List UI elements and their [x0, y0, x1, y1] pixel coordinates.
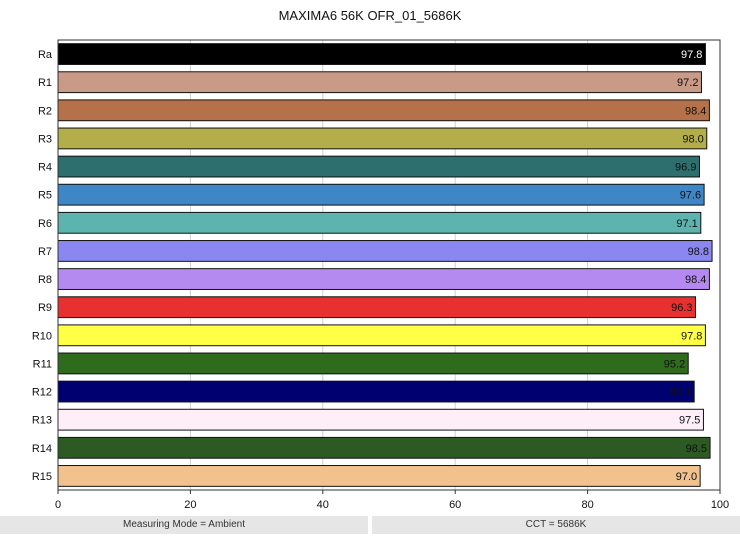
plot-frame [57, 39, 721, 491]
bar-r7 [57, 240, 713, 262]
category-label-r1: R1 [38, 77, 52, 89]
value-label-r13: 97.5 [679, 415, 700, 427]
category-label-r11: R11 [33, 358, 52, 370]
category-label-r12: R12 [32, 387, 52, 399]
value-label-r8: 98.4 [685, 274, 706, 286]
x-tick-label-5: 100 [711, 499, 729, 511]
category-label-r15: R15 [32, 471, 52, 483]
category-label-r8: R8 [38, 274, 52, 286]
label-layer: Ra 97.8 R1 97.2 R2 98.4 R3 98.0 R4 96.9 R5 97.6 R6 97… [32, 49, 709, 483]
category-label-r2: R2 [38, 105, 52, 117]
category-label-r3: R3 [38, 133, 52, 145]
value-label-r11: 95.2 [664, 358, 685, 370]
bar-r1 [57, 71, 702, 94]
bar-layer [57, 43, 713, 487]
bar-ra [57, 43, 706, 65]
x-tick-label-0: 0 [55, 499, 61, 511]
x-tick-label-2: 40 [317, 499, 329, 511]
cct-label: CCT = 5686K [372, 516, 740, 534]
value-label-r10: 97.8 [681, 330, 702, 342]
bar-r2 [57, 99, 710, 122]
value-label-r7: 98.8 [688, 246, 709, 258]
bar-r3 [57, 127, 708, 150]
value-label-r5: 97.6 [680, 190, 701, 202]
chart-title: MAXIMA6 56K OFR_01_5686K [278, 8, 462, 23]
value-label-r12: 96.1 [670, 387, 691, 399]
category-label-ra: Ra [38, 49, 53, 61]
value-label-r15: 97.0 [676, 471, 697, 483]
value-label-r6: 97.1 [676, 218, 697, 230]
bar-r14 [57, 436, 711, 459]
category-label-r9: R9 [38, 302, 52, 314]
bar-r9 [57, 296, 697, 319]
bar-r12 [57, 380, 695, 403]
x-tick-label-3: 60 [449, 499, 461, 511]
bar-r4 [57, 155, 700, 178]
value-label-r1: 97.2 [677, 77, 698, 89]
category-label-r4: R4 [38, 162, 52, 174]
value-label-r14: 98.5 [686, 443, 707, 455]
axis-layer: 0 20 40 60 80 100 [55, 39, 729, 511]
value-label-r2: 98.4 [685, 105, 706, 117]
category-label-r10: R10 [32, 330, 52, 342]
category-label-r14: R14 [32, 443, 52, 455]
bar-r6 [57, 211, 702, 234]
bar-r15 [57, 465, 701, 487]
value-label-ra: 97.8 [681, 49, 702, 61]
category-label-r13: R13 [32, 415, 52, 427]
value-label-r3: 98.0 [682, 133, 703, 145]
bar-r8 [57, 268, 710, 290]
category-label-r6: R6 [38, 218, 52, 230]
bar-r10 [57, 324, 706, 347]
category-label-r7: R7 [38, 246, 52, 258]
measuring-mode-label: Measuring Mode = Ambient [0, 516, 368, 534]
x-tick-label-4: 80 [581, 499, 593, 511]
bar-r13 [57, 408, 704, 431]
x-tick-label-1: 20 [184, 499, 196, 511]
value-label-r4: 96.9 [675, 162, 696, 174]
bar-r11 [57, 352, 689, 375]
category-label-r5: R5 [38, 190, 52, 202]
bar-r5 [57, 183, 705, 206]
value-label-r9: 96.3 [671, 302, 692, 314]
